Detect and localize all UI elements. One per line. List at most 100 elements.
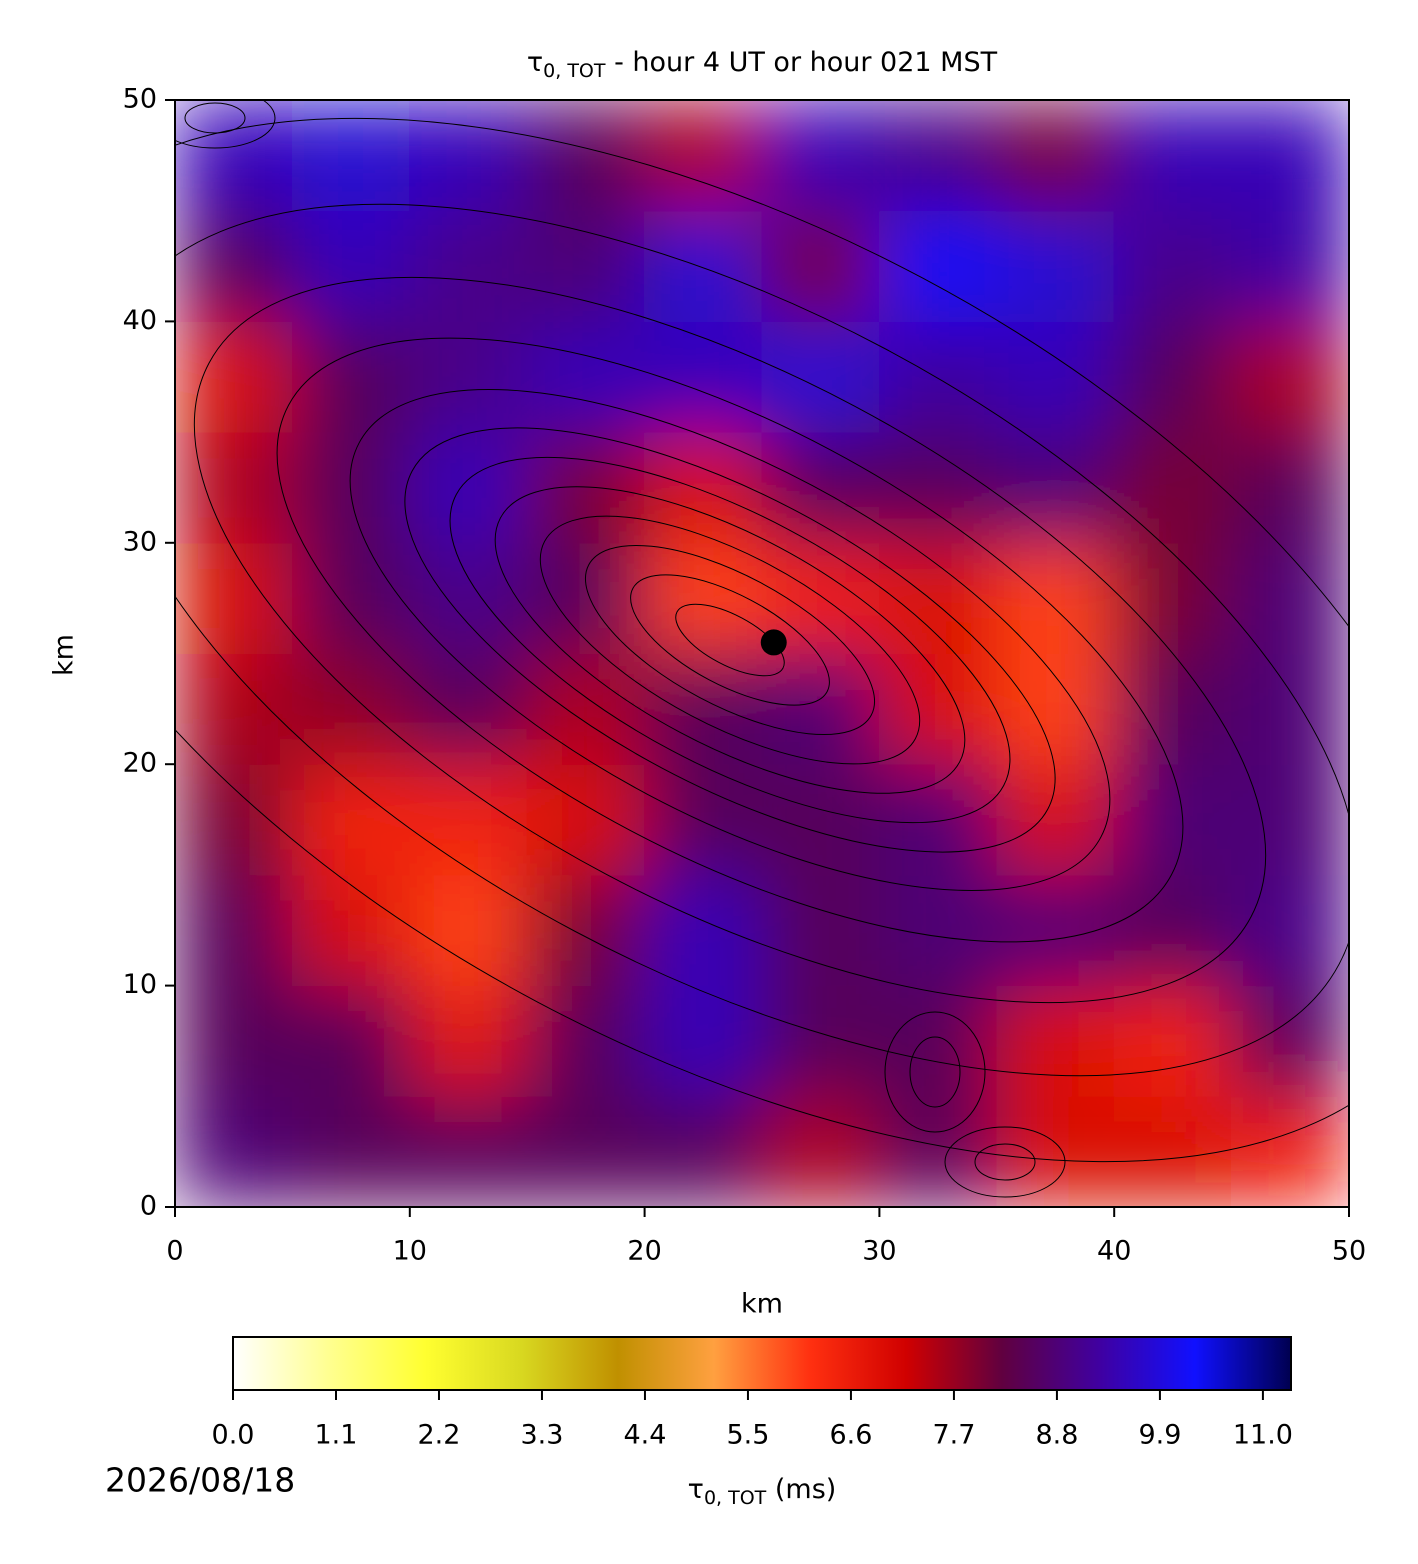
heat-cell: [526, 1095, 646, 1207]
heat-cell: [761, 1095, 880, 1207]
y-tick-label: 50: [123, 84, 157, 115]
colorbar-tick-label: 3.3: [520, 1420, 563, 1451]
heat-cell: [644, 653, 763, 765]
heat-cell: [291, 653, 411, 765]
heat-cell: [291, 210, 411, 322]
heat-cell: [996, 653, 1115, 765]
y-tick-label: 0: [140, 1191, 157, 1222]
heat-cell: [761, 320, 880, 433]
heat-cell: [644, 431, 763, 544]
date: 2026/08/18: [105, 1461, 295, 1500]
heat-cell: [761, 431, 880, 544]
heat-cell: [175, 1095, 293, 1207]
heat-cell: [1113, 763, 1233, 876]
colorbar-tick-label: 7.7: [932, 1420, 975, 1451]
heat-cell: [291, 874, 411, 987]
heat-cell: [409, 763, 528, 876]
heat-cell: [175, 542, 293, 654]
heat-cell: [291, 1095, 411, 1207]
colorbar-tick-label: 5.5: [726, 1420, 769, 1451]
x-tick-label: 0: [166, 1236, 183, 1267]
heat-cell: [175, 874, 293, 987]
heat-cell: [409, 210, 528, 322]
colorbar-tick-label: 11.0: [1233, 1420, 1293, 1451]
y-tick-label: 20: [123, 748, 157, 779]
heat-cell: [1231, 320, 1349, 433]
heat-cell: [644, 210, 763, 322]
heat-cell: [1231, 431, 1349, 544]
heat-cell: [996, 431, 1115, 544]
heat-cell: [878, 100, 998, 212]
heat-cell: [878, 874, 998, 987]
x-tick-label: 50: [1332, 1236, 1366, 1267]
colorbar-label: τ0, TOT (ms): [688, 1474, 837, 1509]
heat-cell: [996, 100, 1115, 212]
y-tick-label: 30: [123, 526, 157, 557]
heat-cell: [761, 653, 880, 765]
heat-cell: [644, 985, 763, 1097]
heat-cell: [996, 985, 1115, 1097]
heat-cell: [878, 763, 998, 876]
heat-cell: [1231, 763, 1349, 876]
plot-frame: [174, 99, 1350, 1208]
heat-cell: [409, 542, 528, 654]
heat-cell: [761, 985, 880, 1097]
heat-cell: [1231, 985, 1349, 1097]
heat-cell: [526, 431, 646, 544]
heat-cell: [1231, 100, 1349, 212]
marker: [760, 629, 787, 656]
heat-cell: [1113, 542, 1233, 654]
heat-cell: [644, 874, 763, 987]
colorbar-tick-label: 9.9: [1138, 1420, 1181, 1451]
heat-cell: [761, 210, 880, 322]
heat-cell: [1231, 874, 1349, 987]
y-tick-label: 40: [123, 305, 157, 336]
heat-cell: [1113, 100, 1233, 212]
heat-cell: [175, 100, 293, 212]
heat-cell: [291, 542, 411, 654]
heat-cell: [526, 100, 646, 212]
heat-cell: [1113, 653, 1233, 765]
heat-cell: [1113, 1095, 1233, 1207]
heat-cell: [526, 542, 646, 654]
colorbar-tick-label: 6.6: [829, 1420, 872, 1451]
colorbar-tick-label: 4.4: [623, 1420, 666, 1451]
heat-cell: [409, 985, 528, 1097]
heat-cell: [409, 874, 528, 987]
x-tick-label: 30: [862, 1236, 896, 1267]
heat-cell: [996, 1095, 1115, 1207]
heat-cell: [1231, 210, 1349, 322]
heat-cell: [878, 431, 998, 544]
colorbar-tick-label: 8.8: [1035, 1420, 1078, 1451]
heat-cell: [409, 320, 528, 433]
heat-cell: [878, 210, 998, 322]
colorbar-tick-label: 1.1: [315, 1420, 358, 1451]
heat-cell: [526, 874, 646, 987]
colorbar: [232, 1336, 1292, 1391]
x-axis-label: km: [741, 1289, 783, 1320]
heat-cell: [409, 1095, 528, 1207]
heat-cell: [526, 320, 646, 433]
heat-cell: [175, 431, 293, 544]
heat-cell: [175, 985, 293, 1097]
chart-title: τ0, TOT - hour 4 UT or hour 021 MST: [527, 47, 998, 82]
heat-cell: [996, 542, 1115, 654]
heat-cell: [878, 1095, 998, 1207]
heat-cell: [1231, 542, 1349, 654]
heatmap: [175, 100, 1349, 1207]
heat-cell: [878, 985, 998, 1097]
heat-cell: [1113, 431, 1233, 544]
heat-cell: [644, 320, 763, 433]
heat-cell: [761, 100, 880, 212]
heat-cell: [644, 100, 763, 212]
heat-cell: [175, 210, 293, 322]
heat-cell: [175, 320, 293, 433]
heat-cell: [761, 874, 880, 987]
heat-cell: [409, 431, 528, 544]
y-axis-label: km: [49, 634, 80, 676]
heat-cell: [409, 653, 528, 765]
colorbar-tick-label: 0.0: [212, 1420, 255, 1451]
x-tick-label: 40: [1097, 1236, 1131, 1267]
x-tick-label: 20: [627, 1236, 661, 1267]
